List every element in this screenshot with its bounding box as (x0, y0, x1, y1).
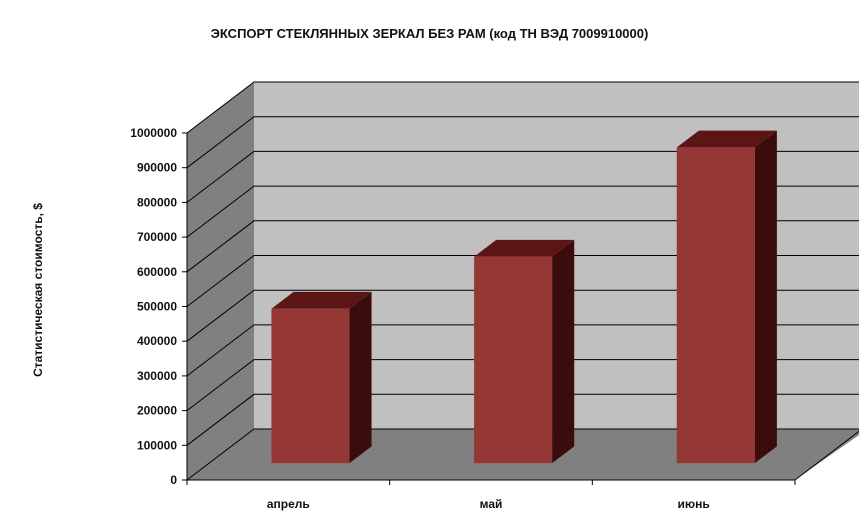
gridline (186, 428, 859, 481)
floor-edge (794, 430, 859, 481)
y-tick-label: 1000000 (130, 126, 177, 140)
gridline (186, 324, 859, 377)
gridline (186, 185, 859, 238)
gridline (186, 220, 859, 273)
y-tick-label: 100000 (137, 438, 177, 452)
y-tick-label: 500000 (137, 300, 177, 314)
y-tick-label: 900000 (137, 161, 177, 175)
gridline (186, 393, 859, 446)
x-tick-label: май (480, 497, 503, 511)
gridline (186, 116, 859, 169)
x-tick-label: июнь (678, 497, 710, 511)
bar-top (676, 130, 777, 148)
y-tick-label: 800000 (137, 195, 177, 209)
gridline (186, 150, 859, 203)
bar (474, 256, 553, 464)
bar-top (271, 291, 372, 309)
bar (271, 308, 350, 464)
gridline (186, 255, 859, 307)
bar-top (474, 239, 575, 257)
gridline (186, 81, 859, 134)
bar-side (754, 130, 777, 464)
bar-side (349, 291, 372, 464)
y-tick-label: 200000 (137, 404, 177, 418)
bar-side (552, 239, 575, 464)
y-tick-label: 0 (170, 473, 177, 487)
bar (676, 147, 755, 464)
chart-title: ЭКСПОРТ СТЕКЛЯННЫХ ЗЕРКАЛ БЕЗ РАМ (код Т… (210, 26, 649, 41)
y-tick-label: 300000 (137, 369, 177, 383)
y-tick-label: 700000 (137, 230, 177, 244)
x-tick-label: апрель (267, 497, 310, 511)
gridline (186, 359, 859, 411)
y-tick-label: 600000 (137, 265, 177, 279)
gridline (186, 289, 859, 342)
y-tick-label: 400000 (137, 334, 177, 348)
